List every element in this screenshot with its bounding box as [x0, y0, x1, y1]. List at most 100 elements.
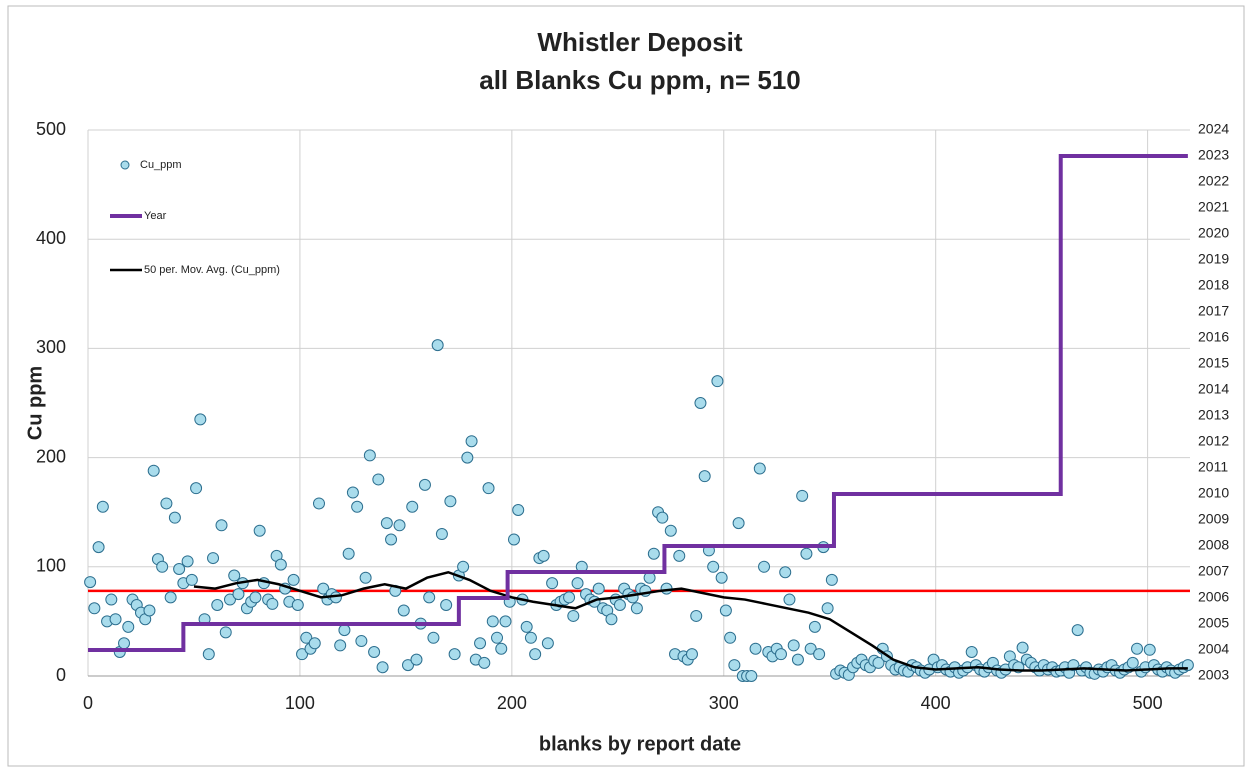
x-tick-label: 200	[497, 693, 527, 713]
y2-tick-label: 2010	[1198, 485, 1229, 501]
data-point	[647, 547, 660, 560]
data-point	[541, 637, 554, 650]
y-axis-label: Cu ppm	[24, 366, 46, 440]
data-point	[753, 462, 766, 475]
data-point	[520, 620, 533, 633]
data-point	[787, 639, 800, 652]
data-point	[207, 552, 220, 565]
data-point	[338, 624, 351, 637]
data-point	[571, 577, 584, 590]
data-point	[266, 597, 279, 610]
data-point	[1016, 641, 1029, 654]
data-point	[715, 571, 728, 584]
data-point	[296, 648, 309, 661]
data-point	[800, 547, 813, 560]
data-point	[724, 631, 737, 644]
data-point	[872, 656, 885, 669]
data-point	[1131, 642, 1144, 655]
data-point	[164, 591, 177, 604]
data-point	[168, 511, 181, 524]
data-point	[567, 609, 580, 622]
data-point	[96, 500, 109, 513]
data-point	[478, 656, 491, 669]
data-point	[711, 375, 724, 388]
legend-marker	[120, 160, 130, 170]
data-point	[507, 533, 520, 546]
data-point	[402, 659, 415, 672]
data-point	[372, 473, 385, 486]
y2-tick-label: 2015	[1198, 355, 1229, 371]
data-point	[211, 599, 224, 612]
x-tick-label: 500	[1133, 693, 1163, 713]
data-point	[690, 609, 703, 622]
data-point	[1143, 643, 1156, 656]
data-point	[673, 549, 686, 562]
data-point	[486, 615, 499, 628]
data-point	[630, 602, 643, 615]
y2-tick-label: 2020	[1198, 225, 1229, 241]
data-point	[334, 639, 347, 652]
data-point	[749, 642, 762, 655]
data-point	[529, 648, 542, 661]
data-point	[461, 451, 474, 464]
data-point	[427, 631, 440, 644]
y2-tick-label: 2016	[1198, 329, 1229, 345]
data-point	[783, 593, 796, 606]
data-point	[300, 631, 313, 644]
y-tick-label: 0	[56, 665, 66, 685]
data-point	[825, 573, 838, 586]
data-point	[368, 645, 381, 658]
chart-title: Whistler Deposit	[537, 27, 742, 57]
data-point	[758, 560, 771, 573]
data-point	[499, 615, 512, 628]
data-point	[219, 626, 232, 639]
x-tick-label: 400	[921, 693, 951, 713]
data-point	[287, 573, 300, 586]
data-point	[88, 602, 101, 615]
data-point	[363, 449, 376, 462]
y2-tick-label: 2021	[1198, 199, 1229, 215]
data-point	[537, 549, 550, 562]
data-point	[317, 582, 330, 595]
data-point	[232, 588, 245, 601]
y2-tick-label: 2013	[1198, 407, 1229, 423]
legend-label: Cu_ppm	[140, 159, 182, 171]
legend-label: Year	[144, 210, 167, 222]
data-point	[719, 604, 732, 617]
data-point	[156, 560, 169, 573]
data-point	[202, 648, 215, 661]
data-point	[435, 528, 448, 541]
data-point	[745, 670, 758, 682]
data-point	[385, 533, 398, 546]
data-point	[546, 577, 559, 590]
data-point	[664, 524, 677, 537]
chart-border	[7, 5, 1245, 767]
data-point	[410, 653, 423, 666]
y2-tick-label: 2019	[1198, 251, 1229, 267]
data-point	[804, 642, 817, 655]
data-point	[228, 569, 241, 582]
data-point	[656, 511, 669, 524]
y2-tick-label: 2014	[1198, 381, 1229, 397]
data-point	[312, 497, 325, 510]
y-tick-label: 500	[36, 119, 66, 139]
x-tick-label: 100	[285, 693, 315, 713]
y2-tick-label: 2017	[1198, 303, 1229, 319]
y-tick-label: 300	[36, 337, 66, 357]
y2-tick-label: 2006	[1198, 589, 1229, 605]
y2-tick-label: 2005	[1198, 615, 1229, 631]
y2-tick-label: 2007	[1198, 563, 1229, 579]
data-point	[181, 555, 194, 568]
y2-tick-label: 2011	[1198, 459, 1228, 475]
data-point	[109, 613, 122, 626]
y-tick-label: 200	[36, 446, 66, 466]
data-point	[728, 659, 741, 672]
data-point	[1071, 624, 1084, 637]
data-point	[491, 631, 504, 644]
y-tick-label: 400	[36, 228, 66, 248]
data-point	[457, 560, 470, 573]
data-point	[122, 620, 135, 633]
y-tick-label: 100	[36, 556, 66, 576]
data-point	[512, 504, 525, 517]
